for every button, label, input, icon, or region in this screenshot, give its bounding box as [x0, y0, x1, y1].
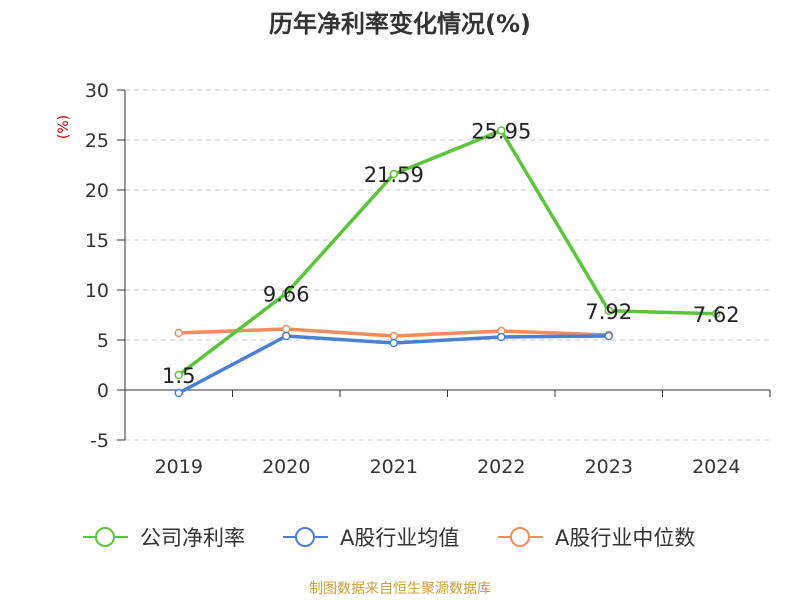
data-labels: 1.5 9.66 21.59 25.95 7.92 7.62: [162, 120, 740, 389]
data-point: [282, 331, 291, 341]
y-tick-label: 10: [85, 280, 109, 302]
grid-lines: [125, 89, 770, 441]
series-line: [177, 128, 717, 377]
legend-marker-circle: [295, 527, 315, 547]
data-point: [497, 126, 506, 135]
chart-title: 历年净利率变化情况(%): [269, 10, 531, 38]
data-label: 25.95: [471, 120, 531, 144]
y-tick-label: 25: [85, 130, 109, 152]
data-point: [174, 370, 183, 380]
x-tick-label: 2023: [585, 456, 633, 478]
legend-entry: 公司净利率: [140, 526, 245, 550]
x-tick-label: 2021: [370, 456, 418, 478]
y-axis-unit-label: (%): [56, 115, 72, 139]
data-label: 21.59: [364, 163, 424, 187]
data-point: [604, 306, 613, 316]
data-point: [389, 338, 398, 348]
data-point: [282, 289, 291, 298]
data-label: 7.62: [693, 303, 740, 327]
y-tick-label: 0: [97, 380, 109, 402]
data-point: [712, 309, 721, 319]
x-tick-label: 2024: [692, 456, 740, 478]
data-label: 1.5: [162, 364, 195, 388]
data-label: 9.66: [263, 282, 310, 306]
data-point: [389, 331, 398, 341]
data-point: [174, 388, 183, 398]
x-tick-label: 2022: [477, 456, 525, 478]
series-lines: [174, 126, 721, 398]
source-note: 制图数据来自恒生聚源数据库: [309, 581, 491, 597]
axes: -5 0 5 10 15 20 25 30 2019 2020 2021 2022 2023 2024: [85, 80, 771, 478]
y-tick-label: 20: [85, 180, 109, 202]
data-point: [389, 169, 398, 179]
data-point: [174, 328, 183, 338]
legend: 公司净利率 A股行业均值 A股行业中位数: [83, 526, 695, 550]
y-tick-label: 5: [97, 330, 109, 352]
x-tick-label: 2019: [155, 456, 203, 478]
data-point: [497, 332, 506, 342]
legend-marker-circle: [95, 527, 115, 547]
legend-entry: A股行业均值: [340, 526, 459, 550]
x-tick-label: 2020: [262, 456, 310, 478]
legend-marker-circle: [510, 527, 530, 547]
legend-entry: A股行业中位数: [555, 526, 695, 550]
data-point: [282, 324, 291, 334]
y-tick-label: -5: [90, 430, 109, 452]
y-tick-label: 30: [85, 80, 109, 102]
data-label: 7.92: [585, 300, 632, 324]
data-point: [604, 331, 613, 341]
y-tick-label: 15: [85, 230, 109, 252]
